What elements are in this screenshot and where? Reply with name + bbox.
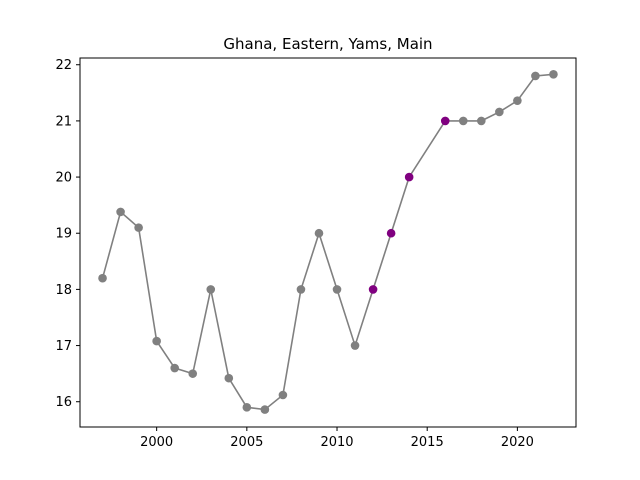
x-tick-label: 2000 — [140, 435, 173, 450]
highlighted-data-point — [386, 228, 396, 238]
y-tick-label: 16 — [55, 395, 72, 410]
plot-frame — [79, 57, 577, 428]
y-tick-label: 19 — [55, 227, 72, 242]
axes: 2000 2005 2010 2015 2020 16 17 18 19 20 21 22 — [55, 57, 577, 450]
data-point — [332, 285, 342, 294]
y-tick-label: 22 — [55, 58, 72, 73]
data-point — [477, 116, 486, 126]
data-point — [170, 363, 179, 373]
data-point — [278, 390, 288, 400]
data-point — [152, 336, 161, 346]
y-tick-label: 20 — [55, 171, 72, 186]
data-point — [513, 96, 522, 105]
y-tick-label: 17 — [55, 339, 72, 354]
plot-area — [98, 69, 558, 414]
highlighted-data-point — [404, 172, 414, 182]
data-point — [296, 285, 306, 294]
x-tick-label: 2005 — [230, 435, 263, 450]
data-point — [134, 223, 143, 232]
data-point — [531, 71, 540, 81]
x-tick-label: 2020 — [501, 435, 534, 450]
data-point — [458, 116, 468, 126]
data-point — [98, 273, 107, 283]
data-point — [224, 373, 234, 383]
data-point — [242, 403, 252, 412]
x-tick-label: 2015 — [411, 435, 444, 450]
highlighted-data-point — [440, 116, 450, 126]
data-point — [495, 107, 504, 117]
highlighted-data-point — [368, 285, 378, 294]
y-tick-label: 18 — [55, 283, 72, 298]
y-tick-label: 21 — [55, 114, 72, 129]
chart-title: Ghana, Eastern, Yams, Main — [223, 35, 432, 53]
data-point — [314, 228, 324, 238]
x-tick-label: 2010 — [320, 435, 353, 450]
data-point — [260, 405, 270, 414]
data-point — [206, 285, 216, 294]
data-point — [116, 207, 125, 217]
data-point — [188, 369, 198, 378]
data-point — [350, 341, 360, 350]
data-point — [549, 69, 558, 79]
